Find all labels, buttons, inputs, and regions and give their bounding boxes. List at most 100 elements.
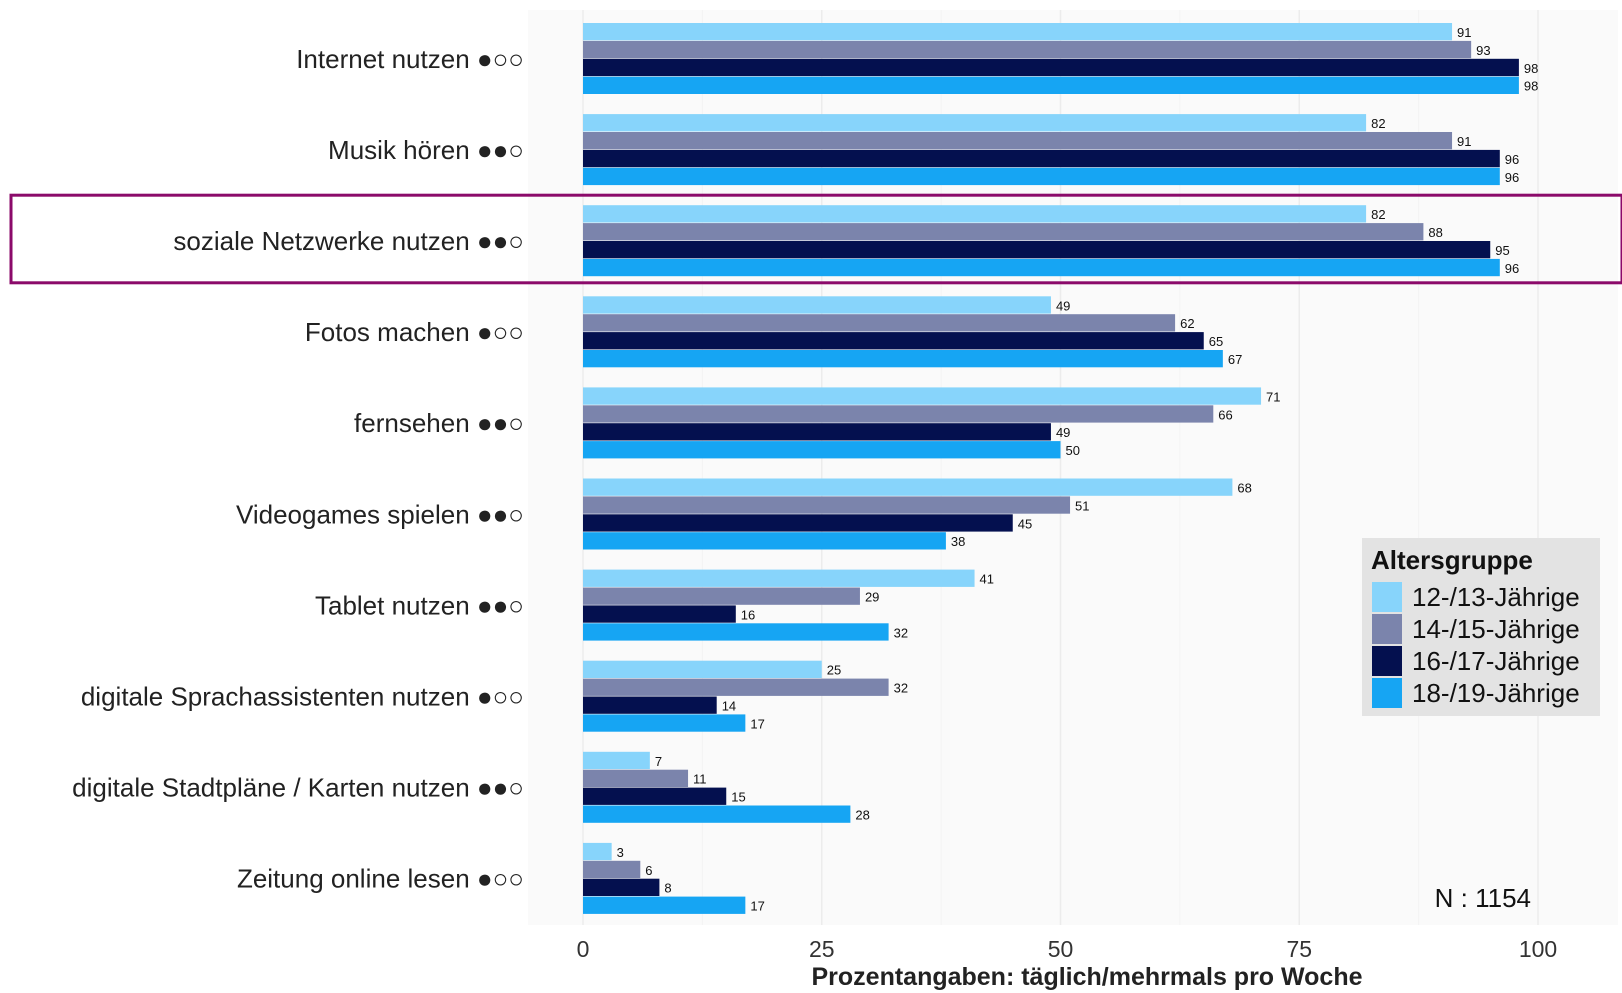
bars [583, 23, 1519, 914]
legend-swatch [1372, 646, 1402, 676]
bar [583, 678, 889, 696]
value-label: 7 [655, 754, 662, 769]
bar [583, 514, 1013, 532]
value-label: 8 [664, 881, 671, 896]
bar [583, 167, 1500, 186]
value-label: 93 [1476, 43, 1490, 58]
value-labels: 9193989882919696828895964962656771664950… [617, 25, 1539, 914]
category-label: Internet nutzen ●○○ [296, 44, 524, 74]
value-label: 67 [1228, 352, 1242, 367]
bar [583, 132, 1453, 150]
category-label: Fotos machen ●○○ [305, 317, 524, 347]
bar [583, 605, 736, 623]
value-label: 15 [731, 790, 745, 805]
category-label: soziale Netzwerke nutzen ●●○ [173, 226, 524, 256]
bar [583, 296, 1051, 314]
value-label: 3 [617, 845, 624, 860]
bar [583, 114, 1367, 132]
bar [583, 587, 860, 605]
category-labels: Internet nutzen ●○○ Musik hören ●●○ sozial… [72, 44, 524, 894]
value-label: 17 [750, 716, 764, 731]
category-label: digitale Stadtpläne / Karten nutzen ●●○ [72, 773, 524, 803]
category-label: digitale Sprachassistenten nutzen ●○○ [81, 682, 524, 712]
value-label: 50 [1066, 443, 1080, 458]
bar [583, 387, 1262, 405]
value-label: 82 [1371, 116, 1385, 131]
bar [583, 405, 1214, 423]
bar [583, 805, 851, 823]
bar [583, 623, 889, 641]
category-label: Musik hören ●●○ [328, 135, 524, 165]
value-label: 96 [1505, 152, 1519, 167]
sample-size-label: N : 1154 [1435, 883, 1531, 913]
value-label: 49 [1056, 298, 1070, 313]
bar [583, 696, 717, 714]
x-axis-title: Prozentangaben: täglich/mehrmals pro Woc… [811, 963, 1362, 991]
bar [583, 258, 1500, 277]
value-label: 45 [1018, 516, 1032, 531]
bar [583, 496, 1071, 514]
bar [583, 787, 727, 805]
value-label: 17 [750, 899, 764, 914]
bar [583, 441, 1061, 459]
bar [583, 896, 746, 914]
value-label: 91 [1457, 134, 1471, 149]
value-label: 66 [1218, 407, 1232, 422]
bar [583, 23, 1453, 41]
legend: Altersgruppe 12-/13-Jährige14-/15-Jährig… [1362, 538, 1600, 716]
bar [583, 714, 746, 732]
category-label: Zeitung online lesen ●○○ [237, 864, 524, 894]
value-label: 95 [1495, 243, 1509, 258]
legend-swatch [1372, 678, 1402, 708]
value-label: 98 [1524, 61, 1538, 76]
bar [583, 878, 660, 896]
x-tick-label: 100 [1519, 936, 1557, 962]
legend-items: 12-/13-Jährige14-/15-Jährige16-/17-Jähri… [1372, 582, 1580, 708]
value-label: 14 [722, 698, 736, 713]
legend-title: Altersgruppe [1371, 545, 1533, 575]
value-label: 29 [865, 589, 879, 604]
value-label: 41 [980, 572, 994, 587]
value-label: 6 [645, 863, 652, 878]
legend-label: 18-/19-Jährige [1412, 678, 1580, 708]
value-label: 28 [855, 807, 869, 822]
x-tick-label: 25 [809, 936, 835, 962]
value-label: 38 [951, 534, 965, 549]
value-label: 32 [894, 681, 908, 696]
bar [583, 350, 1223, 368]
legend-label: 16-/17-Jährige [1412, 646, 1580, 676]
value-label: 25 [827, 663, 841, 678]
category-label: Videogames spielen ●●○ [236, 499, 524, 529]
bar [583, 76, 1519, 94]
legend-swatch [1372, 582, 1402, 612]
value-label: 65 [1209, 334, 1223, 349]
legend-label: 14-/15-Jährige [1412, 614, 1580, 644]
x-tick-labels: 0 25 50 75 100 [577, 936, 1558, 962]
value-label: 11 [693, 772, 707, 787]
value-label: 91 [1457, 25, 1471, 40]
bar [583, 332, 1204, 350]
bar [583, 751, 650, 770]
bar [583, 205, 1367, 223]
value-label: 88 [1428, 225, 1442, 240]
value-label: 71 [1266, 389, 1280, 404]
legend-swatch [1372, 614, 1402, 644]
x-tick-label: 50 [1048, 936, 1074, 962]
bar [583, 58, 1519, 77]
bar [583, 423, 1051, 441]
bar [583, 40, 1472, 59]
value-label: 96 [1505, 261, 1519, 276]
bar [583, 478, 1233, 496]
value-label: 62 [1180, 316, 1194, 331]
value-label: 49 [1056, 425, 1070, 440]
value-label: 96 [1505, 170, 1519, 185]
value-label: 32 [894, 625, 908, 640]
legend-label: 12-/13-Jährige [1412, 582, 1580, 612]
value-label: 51 [1075, 498, 1089, 513]
value-label: 68 [1237, 480, 1251, 495]
value-label: 16 [741, 607, 755, 622]
bar [583, 149, 1500, 168]
x-tick-label: 75 [1286, 936, 1312, 962]
value-label: 98 [1524, 79, 1538, 94]
